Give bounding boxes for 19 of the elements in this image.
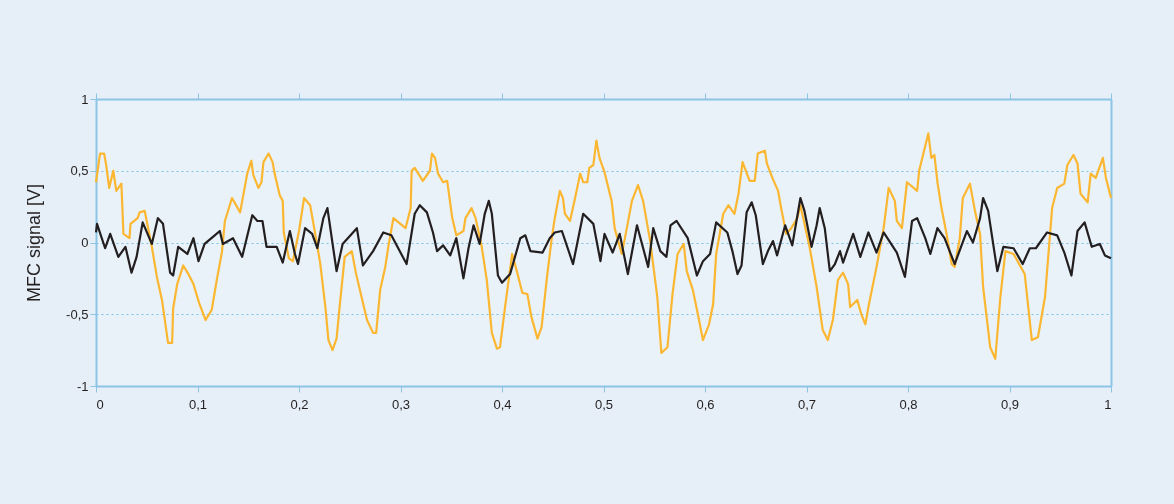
x-tick-label: 0,8 — [899, 396, 918, 412]
x-tick-label: 0,5 — [594, 396, 614, 412]
x-tick-label: 0,3 — [391, 396, 411, 412]
x-tick-label: 0,9 — [1000, 396, 1020, 412]
y-tick-label: 0,5 — [70, 163, 89, 179]
x-tick-label: 0,6 — [696, 396, 715, 412]
line-series — [94, 196, 1113, 284]
x-tick-label: 0,4 — [493, 396, 512, 412]
y-tick-label: 0 — [81, 235, 89, 250]
x-tick-label: 0,1 — [188, 396, 208, 412]
line-series — [94, 132, 1113, 360]
y-tick-label: -1 — [76, 378, 89, 394]
x-tick-label: 1 — [1104, 396, 1112, 412]
y-tick-label: -0,5 — [66, 306, 89, 322]
y-tick-label: 1 — [81, 91, 89, 107]
x-tick-label: 0,7 — [797, 396, 817, 412]
x-tick-label: 0,2 — [290, 396, 309, 412]
x-tick-label: 0 — [96, 396, 104, 412]
y-axis-title: MFC signal [V] — [24, 183, 45, 303]
